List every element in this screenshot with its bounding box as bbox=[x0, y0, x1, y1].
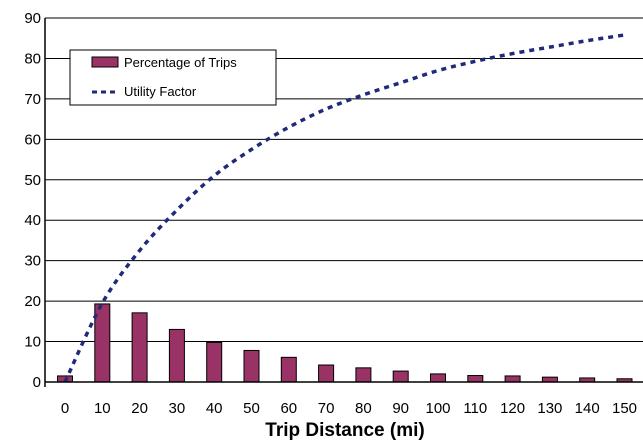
x-tick-label: 40 bbox=[206, 400, 223, 417]
x-tick-label: 130 bbox=[537, 400, 562, 417]
bar-30 bbox=[168, 328, 185, 383]
bar-40 bbox=[206, 341, 223, 383]
bar-20 bbox=[131, 312, 148, 383]
legend-label-utility-factor: Utility Factor bbox=[124, 84, 197, 99]
x-tick-label: 80 bbox=[355, 400, 372, 417]
x-tick-label: 70 bbox=[318, 400, 335, 417]
x-tick-label: 110 bbox=[463, 400, 487, 417]
y-tick-label: 50 bbox=[24, 172, 41, 189]
x-tick-label: 60 bbox=[280, 400, 297, 417]
x-tick-label: 90 bbox=[392, 400, 409, 417]
x-tick-label: 0 bbox=[61, 400, 69, 417]
y-tick-label: 40 bbox=[24, 212, 41, 229]
x-axis-ticks: 0 10 20 30 40 50 60 70 80 90 100 110 120 130 140 150 bbox=[61, 400, 637, 417]
y-tick-label: 70 bbox=[24, 91, 41, 108]
y-tick-label: 30 bbox=[24, 253, 41, 270]
bar-50 bbox=[243, 349, 260, 383]
y-tick-label: 80 bbox=[24, 50, 41, 67]
bar-90 bbox=[392, 370, 409, 383]
legend: Percentage of Trips Utility Factor bbox=[69, 49, 277, 106]
bar-80 bbox=[355, 367, 372, 383]
y-tick-label: 20 bbox=[24, 293, 41, 310]
x-axis-title: Trip Distance (mi) bbox=[265, 420, 424, 441]
line-series bbox=[63, 33, 625, 383]
y-tick-label: 10 bbox=[24, 334, 41, 351]
bar-110 bbox=[467, 375, 484, 383]
x-tick-label: 50 bbox=[243, 400, 260, 417]
bar-60 bbox=[280, 356, 297, 383]
legend-swatch-percentage-of-trips bbox=[91, 56, 119, 68]
legend-label-percentage-of-trips: Percentage of Trips bbox=[124, 55, 237, 70]
axes bbox=[44, 18, 643, 387]
bar-70 bbox=[318, 364, 335, 383]
x-tick-label: 10 bbox=[94, 400, 111, 417]
x-tick-label: 120 bbox=[500, 400, 525, 417]
y-tick-label: 60 bbox=[24, 131, 41, 148]
x-tick-label: 100 bbox=[425, 400, 450, 417]
y-tick-label: 90 bbox=[24, 10, 41, 27]
bar-120 bbox=[504, 375, 521, 383]
x-tick-label: 30 bbox=[169, 400, 186, 417]
x-tick-label: 140 bbox=[575, 400, 600, 417]
utility-factor-line bbox=[63, 33, 625, 383]
y-axis-ticks: 0 10 20 30 40 50 60 70 80 90 bbox=[24, 10, 41, 391]
x-tick-label: 150 bbox=[612, 400, 637, 417]
bar-100 bbox=[430, 373, 446, 383]
x-tick-label: 20 bbox=[131, 400, 148, 417]
y-tick-label: 0 bbox=[33, 374, 41, 391]
